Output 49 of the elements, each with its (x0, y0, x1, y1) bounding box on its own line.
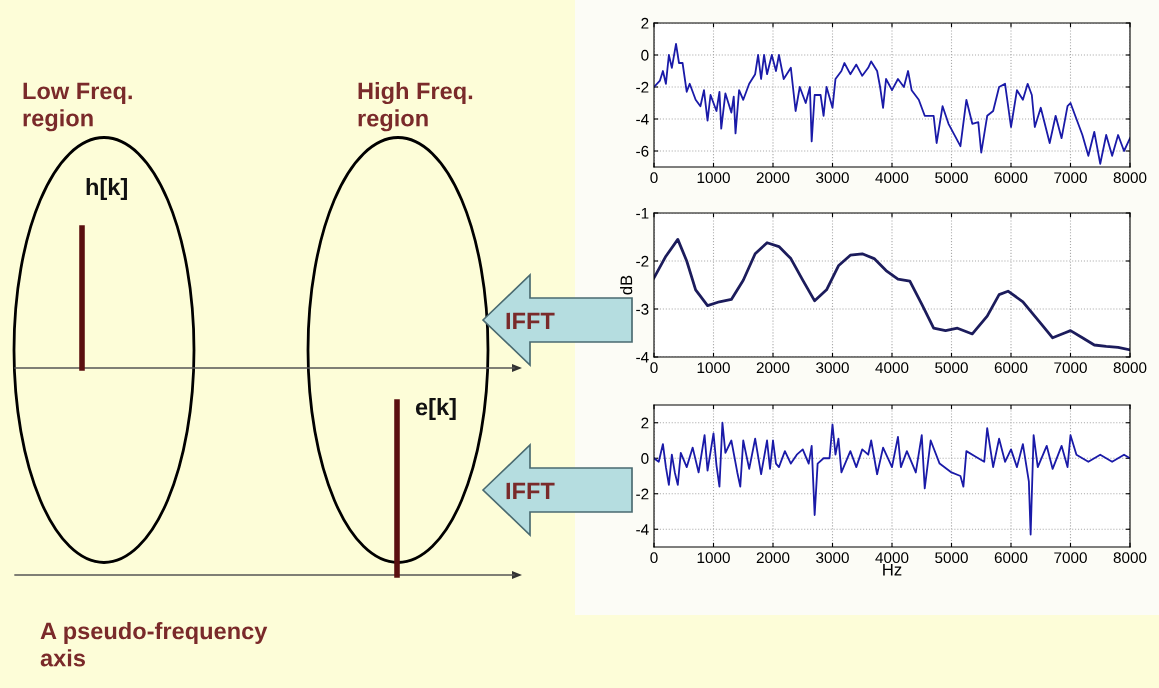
y-tick-label: -6 (636, 145, 649, 157)
x-tick-label: 7000 (1054, 362, 1087, 374)
y-tick-label: 2 (641, 417, 649, 429)
y-tick-label: 0 (641, 49, 649, 61)
x-tick-label: 5000 (935, 552, 968, 564)
x-tick-label: 7000 (1054, 172, 1087, 184)
text: e[k] (415, 398, 456, 421)
y-tick-label: -4 (636, 352, 649, 363)
x-tick-label: 5000 (935, 172, 968, 184)
y-tick-label: -1 (636, 208, 649, 219)
x-tick-label: 3000 (816, 552, 849, 564)
x-tick-label: 2000 (756, 362, 790, 374)
text: High Freq. region (358, 82, 473, 132)
x-tick-label: 8000 (1113, 552, 1147, 564)
x-tick-label: 1000 (697, 552, 730, 564)
x-tick-label: 0 (650, 172, 658, 184)
text: IFFT (506, 312, 555, 330)
x-tick-label: 6000 (994, 172, 1028, 184)
y-tick-label: -3 (636, 303, 649, 315)
y-tick-label: -4 (636, 114, 649, 125)
x-tick-label: 3000 (816, 172, 849, 184)
y-axis-title: dB (620, 275, 633, 295)
x-tick-label: 1000 (697, 362, 730, 374)
x-tick-label: 6000 (994, 362, 1028, 374)
x-tick-label: 4000 (875, 362, 909, 374)
x-tick-label: 2000 (756, 552, 790, 564)
x-tick-label: 7000 (1054, 552, 1087, 564)
x-tick-label: 3000 (816, 362, 849, 374)
x-tick-label: 4000 (875, 552, 909, 564)
x-tick-label: 0 (650, 362, 658, 374)
x-tick-label: 6000 (994, 552, 1028, 564)
y-tick-label: -2 (636, 255, 649, 267)
x-tick-label: 2000 (756, 172, 790, 184)
text: A pseudo-frequency axis (40, 622, 268, 667)
y-tick-label: -4 (636, 524, 649, 535)
x-tick-label: 4000 (875, 172, 909, 184)
text: Low Freq. region (23, 82, 132, 132)
y-tick-label: -2 (636, 81, 649, 93)
y-tick-label: -2 (636, 488, 649, 500)
text: IFFT (506, 482, 555, 500)
x-tick-label: 5000 (935, 362, 968, 374)
y-tick-label: 2 (641, 17, 649, 29)
text: h[k] (86, 178, 127, 201)
x-tick-label: 0 (650, 552, 658, 564)
x-tick-label: 8000 (1113, 172, 1147, 184)
x-tick-label: 8000 (1113, 362, 1147, 374)
y-tick-label: 0 (641, 453, 649, 464)
x-tick-label: 1000 (697, 172, 730, 184)
x-axis-title: Hz (883, 563, 902, 576)
